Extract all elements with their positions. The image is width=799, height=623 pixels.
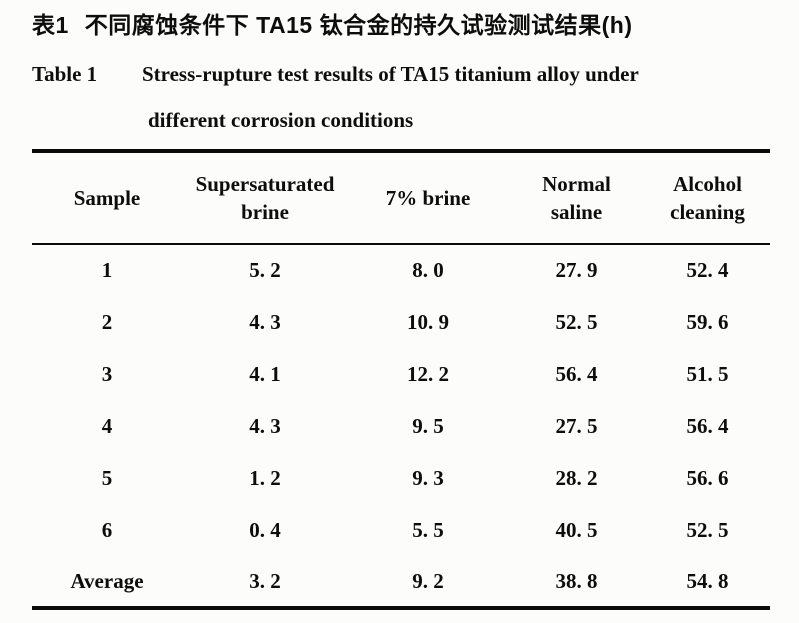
column-header-sample: Sample [73,186,141,210]
cell-value: 9. 3 [412,465,444,490]
cell-value: 8. 0 [412,258,444,282]
table-row-sample-4: 4 4. 3 9. 5 27. 5 56. 4 [32,400,770,452]
header-row: Sample Supersaturated brine 7% brine Nor… [32,151,770,244]
cell-value: 56. 4 [555,361,598,386]
table-caption-en-line2: different corrosion conditions [148,108,414,132]
column-header-supersaturated-brine: Supersaturated brine [195,172,335,224]
cell-value: 54. 8 [686,568,729,593]
cell-value: 51. 5 [686,361,729,386]
results-table-header: Sample Supersaturated brine 7% brine Nor… [32,151,770,244]
table-caption-en: Table 1 Stress-rupture test results of TA… [32,61,770,134]
cell-value: 38. 8 [555,568,598,593]
cell-value: 52. 5 [686,517,729,542]
cell-value: 0. 4 [249,517,281,542]
cell-value: 56. 6 [686,465,729,490]
cell-sample: 4 [101,413,113,438]
table-caption-zh: 表1 不同腐蚀条件下 TA15 钛合金的持久试验测试结果(h) [32,10,770,40]
table-caption-en-line1: Table 1 Stress-rupture test results of TA… [32,61,770,88]
table-row-sample-5: 5 1. 2 9. 3 28. 2 56. 6 [32,452,770,504]
cell-value: 3. 2 [249,568,281,593]
cell-value: 4. 1 [249,361,281,386]
table-caption-zh-number: 表1 [32,12,69,38]
cell-value: 12. 2 [407,361,449,386]
paper-table-figure: 表1 不同腐蚀条件下 TA15 钛合金的持久试验测试结果(h) Table 1 St… [32,10,770,610]
cell-sample: Average [70,568,144,593]
table-row-sample-3: 3 4. 1 12. 2 56. 4 51. 5 [32,348,770,400]
cell-sample: 5 [101,465,113,490]
cell-value: 52. 5 [555,309,598,334]
cell-value: 9. 2 [412,568,444,593]
column-header-7-percent-brine: 7% brine [385,186,471,210]
cell-value: 9. 5 [412,413,444,438]
results-table-body: 1 5. 2 8. 0 27. 9 52. 4 2 4. 3 10. 9 52.… [32,244,770,608]
results-table: Sample Supersaturated brine 7% brine Nor… [32,149,770,610]
cell-sample: 6 [101,517,113,542]
cell-value: 56. 4 [686,413,729,438]
cell-value: 27. 9 [555,258,598,282]
column-header-alcohol-cleaning: Alcohol cleaning [670,172,745,224]
cell-value: 27. 5 [555,413,598,438]
cell-value: 1. 2 [249,465,281,490]
cell-value: 5. 2 [249,258,281,282]
cell-sample: 2 [101,309,113,334]
table-row-sample-6: 6 0. 4 5. 5 40. 5 52. 5 [32,504,770,556]
cell-value: 40. 5 [555,517,598,542]
table-row-sample-1: 1 5. 2 8. 0 27. 9 52. 4 [32,244,770,296]
cell-sample: 3 [101,361,113,386]
cell-value: 10. 9 [407,309,449,334]
table-caption-zh-text: 不同腐蚀条件下 TA15 钛合金的持久试验测试结果(h) [84,12,633,38]
cell-sample: 1 [101,258,113,282]
table-row-average: Average 3. 2 9. 2 38. 8 54. 8 [32,556,770,608]
cell-value: 28. 2 [555,465,598,490]
cell-value: 4. 3 [249,309,281,334]
cell-value: 4. 3 [249,413,281,438]
column-header-normal-saline: Normal saline [542,172,611,224]
table-caption-en-text: Stress-rupture test results of TA15 tita… [142,62,639,86]
cell-value: 5. 5 [412,517,444,542]
cell-value: 52. 4 [686,258,729,282]
table-caption-en-number: Table 1 [32,62,98,86]
table-row-sample-2: 2 4. 3 10. 9 52. 5 59. 6 [32,296,770,348]
cell-value: 59. 6 [686,309,729,334]
